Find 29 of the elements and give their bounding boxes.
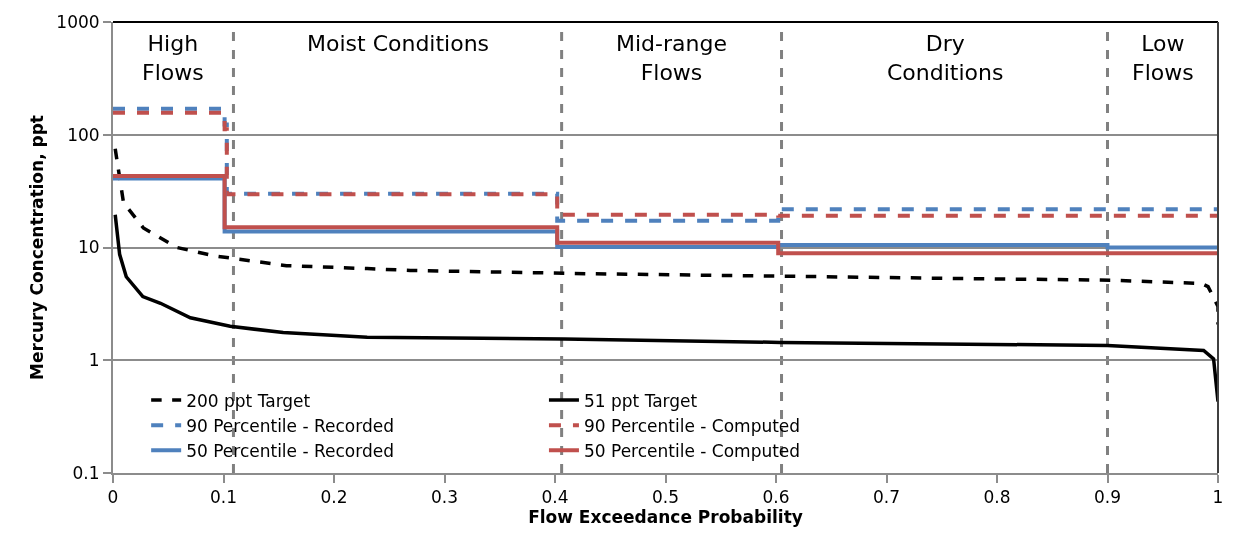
legend-label: 200 ppt Target bbox=[186, 390, 311, 411]
x-tick-label: 0.6 bbox=[762, 487, 790, 508]
x-tick-label: 1 bbox=[1212, 487, 1224, 508]
legend-label: 50 Percentile - Recorded bbox=[186, 440, 394, 461]
y-tick-label: 100 bbox=[67, 124, 100, 145]
x-tick-label: 0.5 bbox=[651, 487, 680, 508]
y-axis-title: Mercury Concentration, ppt bbox=[27, 115, 48, 380]
x-tick-label: 0.9 bbox=[1093, 487, 1122, 508]
legend-label: 90 Percentile - Computed bbox=[583, 415, 801, 436]
y-tick-label: 1 bbox=[88, 350, 100, 371]
x-tick-label: 0.8 bbox=[983, 487, 1011, 508]
annotation: High Flows bbox=[142, 31, 204, 85]
y-tick-label: 0.1 bbox=[72, 462, 100, 483]
legend-label: 50 Percentile - Computed bbox=[583, 440, 801, 461]
annotation: Mid-range Flows bbox=[616, 31, 727, 85]
legend-label: 90 Percentile - Recorded bbox=[186, 415, 394, 436]
legend-label: 51 ppt Target bbox=[583, 390, 698, 411]
x-tick-label: 0.2 bbox=[320, 487, 348, 508]
x-tick-label: 0.4 bbox=[541, 487, 569, 508]
annotation: Moist Conditions bbox=[307, 31, 490, 56]
x-tick-label: 0.3 bbox=[430, 487, 459, 508]
annotation: Dry Conditions bbox=[887, 31, 1004, 85]
x-tick-label: 0.1 bbox=[209, 487, 238, 508]
x-tick-label: 0.7 bbox=[872, 487, 901, 508]
y-tick-label: 10 bbox=[77, 237, 100, 258]
x-tick-label: 0 bbox=[107, 487, 119, 508]
annotation: Low Flows bbox=[1132, 31, 1194, 85]
y-tick-label: 1000 bbox=[56, 11, 100, 32]
x-axis-title: Flow Exceedance Probability bbox=[528, 507, 803, 528]
